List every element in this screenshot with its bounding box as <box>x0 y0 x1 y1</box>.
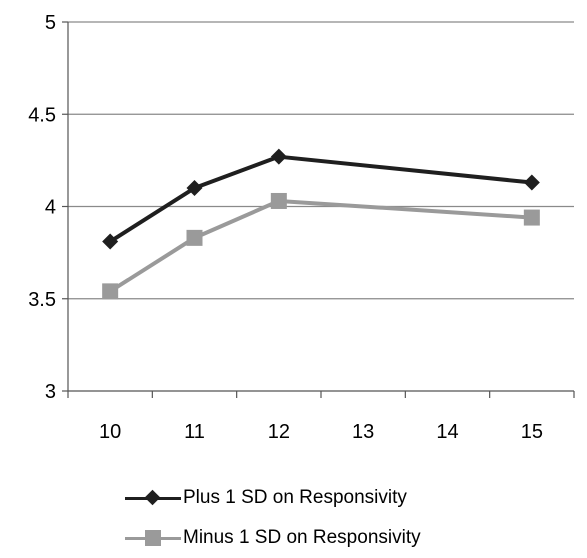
y-tick-label: 3.5 <box>28 289 56 311</box>
legend-item-minus: Minus 1 SD on Responsivity <box>125 518 421 558</box>
tick-labels: 3 3.5 4 4.5 5 10 11 12 13 14 15 <box>28 12 543 443</box>
data-point <box>186 180 203 197</box>
line-chart: 3 3.5 4 4.5 5 10 11 12 13 14 15 <box>28 12 575 443</box>
data-point <box>102 233 119 250</box>
y-tick-label: 3 <box>45 381 56 403</box>
data-point <box>270 148 287 165</box>
x-tick-label: 13 <box>352 421 374 443</box>
x-tick-label: 10 <box>99 421 121 443</box>
legend-swatch-minus <box>125 528 181 548</box>
square-marker-icon <box>145 530 161 546</box>
data-point <box>270 192 287 209</box>
y-tick-label: 5 <box>45 12 56 34</box>
x-tick-label: 14 <box>436 421 458 443</box>
series-line <box>109 154 533 244</box>
data-point <box>186 229 203 246</box>
legend-swatch-plus <box>125 488 181 508</box>
y-tick-label: 4 <box>45 197 56 219</box>
data-point <box>523 174 540 191</box>
legend-label-plus: Plus 1 SD on Responsivity <box>183 487 407 508</box>
legend: Plus 1 SD on Responsivity Minus 1 SD on … <box>125 478 421 558</box>
series-line <box>109 198 532 294</box>
series-plus <box>102 148 540 250</box>
gridlines <box>68 21 574 300</box>
legend-item-plus: Plus 1 SD on Responsivity <box>125 478 421 518</box>
x-tick-label: 12 <box>268 421 290 443</box>
x-tick-label: 11 <box>184 421 205 443</box>
data-point <box>523 209 540 226</box>
y-tick-label: 4.5 <box>28 104 56 126</box>
diamond-marker-icon <box>144 489 161 506</box>
series-layer <box>102 148 540 300</box>
legend-label-minus: Minus 1 SD on Responsivity <box>183 527 421 548</box>
x-tick-label: 15 <box>521 421 543 443</box>
axes <box>62 21 575 398</box>
series-minus <box>102 192 540 300</box>
data-point <box>102 283 119 300</box>
